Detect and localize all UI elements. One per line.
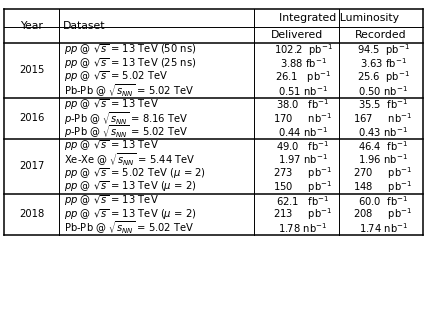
- Text: 3.63 fb$^{-1}$: 3.63 fb$^{-1}$: [360, 57, 407, 70]
- Text: 150     pb$^{-1}$: 150 pb$^{-1}$: [273, 179, 333, 195]
- Text: 270     pb$^{-1}$: 270 pb$^{-1}$: [354, 165, 413, 181]
- Text: Integrated Luminosity: Integrated Luminosity: [278, 13, 399, 23]
- Text: $pp$ @ $\sqrt{s}$ = 13 TeV ($\mu$ = 2): $pp$ @ $\sqrt{s}$ = 13 TeV ($\mu$ = 2): [64, 180, 196, 194]
- Text: 3.88 fb$^{-1}$: 3.88 fb$^{-1}$: [280, 57, 326, 70]
- Text: 2018: 2018: [19, 209, 44, 219]
- Text: 38.0   fb$^{-1}$: 38.0 fb$^{-1}$: [276, 98, 330, 111]
- Text: 2016: 2016: [19, 113, 44, 123]
- Text: Year: Year: [20, 21, 43, 31]
- Text: Dataset: Dataset: [63, 21, 105, 31]
- Text: 49.0   fb$^{-1}$: 49.0 fb$^{-1}$: [276, 139, 330, 153]
- Text: 26.1   pb$^{-1}$: 26.1 pb$^{-1}$: [275, 69, 331, 85]
- Text: $pp$ @ $\sqrt{s}$ = 5.02 TeV ($\mu$ = 2): $pp$ @ $\sqrt{s}$ = 5.02 TeV ($\mu$ = 2): [64, 166, 206, 181]
- Text: 273     pb$^{-1}$: 273 pb$^{-1}$: [273, 165, 333, 181]
- Text: $pp$ @ $\sqrt{s}$ = 13 TeV: $pp$ @ $\sqrt{s}$ = 13 TeV: [64, 193, 159, 208]
- Text: 2015: 2015: [19, 65, 44, 75]
- Text: 213     pb$^{-1}$: 213 pb$^{-1}$: [273, 207, 333, 222]
- Text: 148     pb$^{-1}$: 148 pb$^{-1}$: [354, 179, 413, 195]
- Text: Pb-Pb @ $\sqrt{s_{NN}}$ = 5.02 TeV: Pb-Pb @ $\sqrt{s_{NN}}$ = 5.02 TeV: [64, 83, 194, 99]
- Text: $p$-Pb @ $\sqrt{s_{NN}}$ = 8.16 TeV: $p$-Pb @ $\sqrt{s_{NN}}$ = 8.16 TeV: [64, 110, 188, 127]
- Text: 208     pb$^{-1}$: 208 pb$^{-1}$: [354, 207, 413, 222]
- Text: 94.5  pb$^{-1}$: 94.5 pb$^{-1}$: [357, 42, 410, 58]
- Text: 60.0  fb$^{-1}$: 60.0 fb$^{-1}$: [358, 194, 408, 208]
- Text: 35.5  fb$^{-1}$: 35.5 fb$^{-1}$: [358, 98, 408, 111]
- Text: $pp$ @ $\sqrt{s}$ = 13 TeV (25 ns): $pp$ @ $\sqrt{s}$ = 13 TeV (25 ns): [64, 56, 196, 71]
- Text: 1.74 nb$^{-1}$: 1.74 nb$^{-1}$: [359, 221, 408, 235]
- Text: 25.6  pb$^{-1}$: 25.6 pb$^{-1}$: [357, 69, 410, 85]
- Text: 170     nb$^{-1}$: 170 nb$^{-1}$: [273, 111, 333, 125]
- Text: Pb-Pb @ $\sqrt{s_{NN}}$ = 5.02 TeV: Pb-Pb @ $\sqrt{s_{NN}}$ = 5.02 TeV: [64, 220, 194, 237]
- Text: Delivered: Delivered: [271, 30, 323, 40]
- Text: 0.44 nb$^{-1}$: 0.44 nb$^{-1}$: [278, 125, 328, 139]
- Text: $pp$ @ $\sqrt{s}$ = 5.02 TeV: $pp$ @ $\sqrt{s}$ = 5.02 TeV: [64, 70, 168, 85]
- Text: 1.97 nb$^{-1}$: 1.97 nb$^{-1}$: [278, 153, 328, 167]
- Text: $pp$ @ $\sqrt{s}$ = 13 TeV ($\mu$ = 2): $pp$ @ $\sqrt{s}$ = 13 TeV ($\mu$ = 2): [64, 207, 196, 222]
- Text: 167     nb$^{-1}$: 167 nb$^{-1}$: [354, 111, 413, 125]
- Text: $pp$ @ $\sqrt{s}$ = 13 TeV (50 ns): $pp$ @ $\sqrt{s}$ = 13 TeV (50 ns): [64, 43, 196, 57]
- Text: 102.2  pb$^{-1}$: 102.2 pb$^{-1}$: [274, 42, 332, 58]
- Text: Recorded: Recorded: [355, 30, 407, 40]
- Text: $p$-Pb @ $\sqrt{s_{NN}}$ = 5.02 TeV: $p$-Pb @ $\sqrt{s_{NN}}$ = 5.02 TeV: [64, 124, 188, 141]
- Text: Xe-Xe @ $\sqrt{s_{NN}}$ = 5.44 TeV: Xe-Xe @ $\sqrt{s_{NN}}$ = 5.44 TeV: [64, 151, 196, 168]
- Text: 1.78 nb$^{-1}$: 1.78 nb$^{-1}$: [278, 221, 328, 235]
- Text: 62.1   fb$^{-1}$: 62.1 fb$^{-1}$: [276, 194, 330, 208]
- Text: 0.43 nb$^{-1}$: 0.43 nb$^{-1}$: [358, 125, 408, 139]
- Text: 46.4  fb$^{-1}$: 46.4 fb$^{-1}$: [358, 139, 408, 153]
- Text: $pp$ @ $\sqrt{s}$ = 13 TeV: $pp$ @ $\sqrt{s}$ = 13 TeV: [64, 139, 159, 153]
- Text: 2017: 2017: [19, 162, 44, 171]
- Text: 0.51 nb$^{-1}$: 0.51 nb$^{-1}$: [278, 84, 328, 98]
- Text: $pp$ @ $\sqrt{s}$ = 13 TeV: $pp$ @ $\sqrt{s}$ = 13 TeV: [64, 97, 159, 112]
- Text: 0.50 nb$^{-1}$: 0.50 nb$^{-1}$: [358, 84, 408, 98]
- Text: 1.96 nb$^{-1}$: 1.96 nb$^{-1}$: [358, 153, 408, 167]
